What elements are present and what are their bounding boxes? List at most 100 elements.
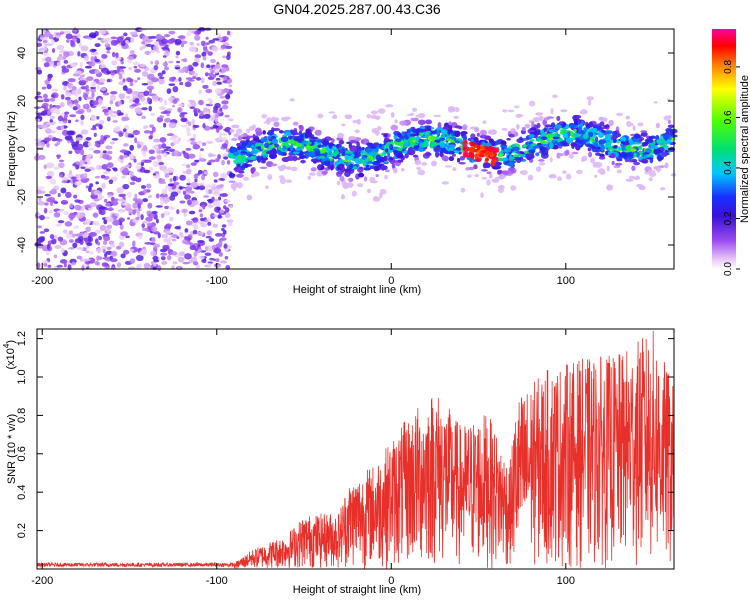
spectral-point xyxy=(549,157,553,163)
spectral-point xyxy=(132,129,141,136)
spectral-point xyxy=(208,238,215,242)
spectral-point xyxy=(101,245,107,249)
spectral-point xyxy=(447,144,456,148)
spectral-point xyxy=(197,140,203,145)
spectral-point xyxy=(171,238,177,242)
snr-x-ticks: -200 -100 0 100 xyxy=(31,329,575,587)
spectral-point xyxy=(192,124,200,129)
spectral-point xyxy=(71,85,77,92)
spectral-point xyxy=(141,82,149,86)
spectral-point xyxy=(121,202,128,206)
spectral-point xyxy=(161,260,168,265)
spectral-point xyxy=(108,179,114,185)
spectral-point xyxy=(426,125,431,130)
spectral-point xyxy=(187,153,196,159)
spectral-point xyxy=(122,85,128,92)
spectral-point xyxy=(90,56,95,63)
spectral-point xyxy=(453,115,459,119)
spectral-point xyxy=(109,258,118,263)
spectral-point xyxy=(182,261,190,265)
spectral-point xyxy=(439,146,445,154)
spectral-point xyxy=(288,140,296,144)
spectral-point xyxy=(126,59,133,64)
spectral-point xyxy=(591,127,598,132)
spectral-point xyxy=(527,174,534,181)
spectral-point xyxy=(278,175,285,179)
spectral-point xyxy=(172,175,177,182)
spectral-point xyxy=(136,144,142,149)
spectral-point xyxy=(273,121,280,127)
spectral-point xyxy=(451,131,455,137)
spectral-point xyxy=(169,216,174,222)
spectral-point xyxy=(308,172,316,176)
spectral-point xyxy=(430,127,435,130)
spectral-point xyxy=(110,242,116,248)
spectral-point xyxy=(202,84,209,89)
spectral-point xyxy=(123,32,128,37)
spectral-point xyxy=(198,220,205,225)
spectral-point xyxy=(285,144,290,149)
spectral-point xyxy=(200,40,206,47)
spectral-point xyxy=(124,131,129,138)
spectral-point xyxy=(148,149,155,155)
spectral-point xyxy=(80,129,89,135)
spectral-point xyxy=(111,213,116,218)
spectral-point xyxy=(557,176,562,182)
spectral-point xyxy=(279,177,287,185)
spectral-point xyxy=(339,176,345,182)
spectral-point xyxy=(51,48,56,54)
spectral-point xyxy=(390,112,395,118)
spectral-point xyxy=(192,261,199,266)
spectral-point xyxy=(162,61,168,67)
spectral-point xyxy=(164,66,170,71)
spectral-point xyxy=(54,143,59,147)
spectral-point xyxy=(47,110,51,115)
spectral-point xyxy=(147,202,153,209)
spectral-point xyxy=(76,212,84,219)
spectral-point xyxy=(87,141,92,147)
spectral-point xyxy=(129,258,136,264)
spectral-point xyxy=(476,141,480,145)
spectral-point xyxy=(86,242,93,247)
spectral-point xyxy=(119,71,125,75)
spectral-point xyxy=(72,73,81,77)
spectral-point xyxy=(177,256,185,263)
spectral-point xyxy=(47,196,56,202)
spectral-point xyxy=(103,219,108,225)
spectral-point xyxy=(94,58,100,63)
spectral-point xyxy=(476,144,481,151)
spectral-point xyxy=(454,125,462,129)
spectral-point xyxy=(460,131,468,135)
spectral-point xyxy=(53,166,60,170)
spectral-point xyxy=(172,98,178,104)
spectral-point xyxy=(135,264,141,269)
spectral-point xyxy=(109,94,117,101)
spectral-point xyxy=(94,143,100,147)
spectral-point xyxy=(404,153,409,159)
spectral-point xyxy=(587,99,591,106)
spectral-point xyxy=(71,90,79,96)
spectral-point xyxy=(129,98,133,104)
spectral-point xyxy=(273,117,280,121)
spectral-point xyxy=(105,202,111,207)
spectral-point xyxy=(118,100,122,107)
spectral-point xyxy=(38,154,46,160)
y-tick-label: 0 xyxy=(16,146,28,152)
spectral-point xyxy=(49,104,53,109)
spectral-point xyxy=(470,133,476,139)
spectral-point xyxy=(437,122,442,129)
spectral-point xyxy=(192,76,197,80)
spectral-point xyxy=(191,118,196,125)
spectral-point xyxy=(348,142,352,149)
spectral-point xyxy=(36,244,45,249)
spectral-point xyxy=(93,132,97,137)
spectral-point xyxy=(68,150,73,155)
spectral-point xyxy=(228,84,233,88)
spectral-point xyxy=(356,141,360,148)
spectral-point xyxy=(211,183,216,187)
spectral-point xyxy=(625,144,632,151)
spectral-point xyxy=(61,68,70,73)
spectral-point xyxy=(575,115,582,119)
spectral-point xyxy=(210,69,216,74)
spectral-point xyxy=(203,171,208,175)
